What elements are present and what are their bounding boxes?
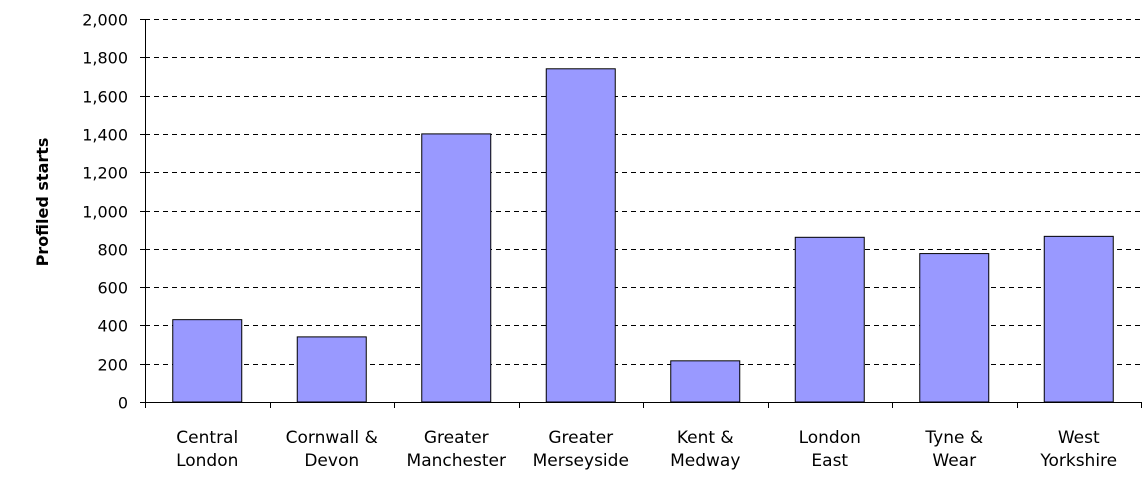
y-tick-label: 600 <box>97 279 128 298</box>
x-category-label: Cornwall & Devon <box>286 428 378 471</box>
bar <box>545 68 616 403</box>
x-category-label: Greater Manchester <box>407 428 506 471</box>
y-tick-label: 200 <box>97 356 128 375</box>
bar <box>794 236 865 403</box>
y-axis-title: Profiled starts <box>33 138 52 267</box>
y-tick-label: 1,000 <box>82 203 128 222</box>
bar-layer <box>172 68 1114 403</box>
y-tick-label: 1,800 <box>82 49 128 68</box>
bar <box>421 133 492 403</box>
y-tick-label: 1,200 <box>82 164 128 183</box>
y-tick-label: 400 <box>97 317 128 336</box>
y-tick-label: 1,600 <box>82 88 128 107</box>
bar <box>1043 235 1114 403</box>
x-category-label: West Yorkshire <box>1039 428 1117 471</box>
bar <box>296 336 367 403</box>
x-category-label: Tyne & Wear <box>924 428 983 471</box>
y-tick-label: 0 <box>118 394 128 413</box>
y-tick-label: 2,000 <box>82 11 128 30</box>
x-category-label: Kent & Medway <box>670 428 740 471</box>
axis-layer: 0 200 400 600 800 1,000 1,200 1,400 1,600 1,800 2,… <box>82 11 1142 471</box>
grid-layer <box>145 19 1141 365</box>
x-category-label: Greater Merseyside <box>533 428 629 471</box>
bar <box>919 253 990 403</box>
bar <box>670 360 741 403</box>
x-category-label: Central London <box>176 428 238 471</box>
bar <box>172 319 243 403</box>
x-category-label: London East <box>799 428 861 471</box>
y-tick-label: 1,400 <box>82 126 128 145</box>
y-tick-label: 800 <box>97 241 128 260</box>
